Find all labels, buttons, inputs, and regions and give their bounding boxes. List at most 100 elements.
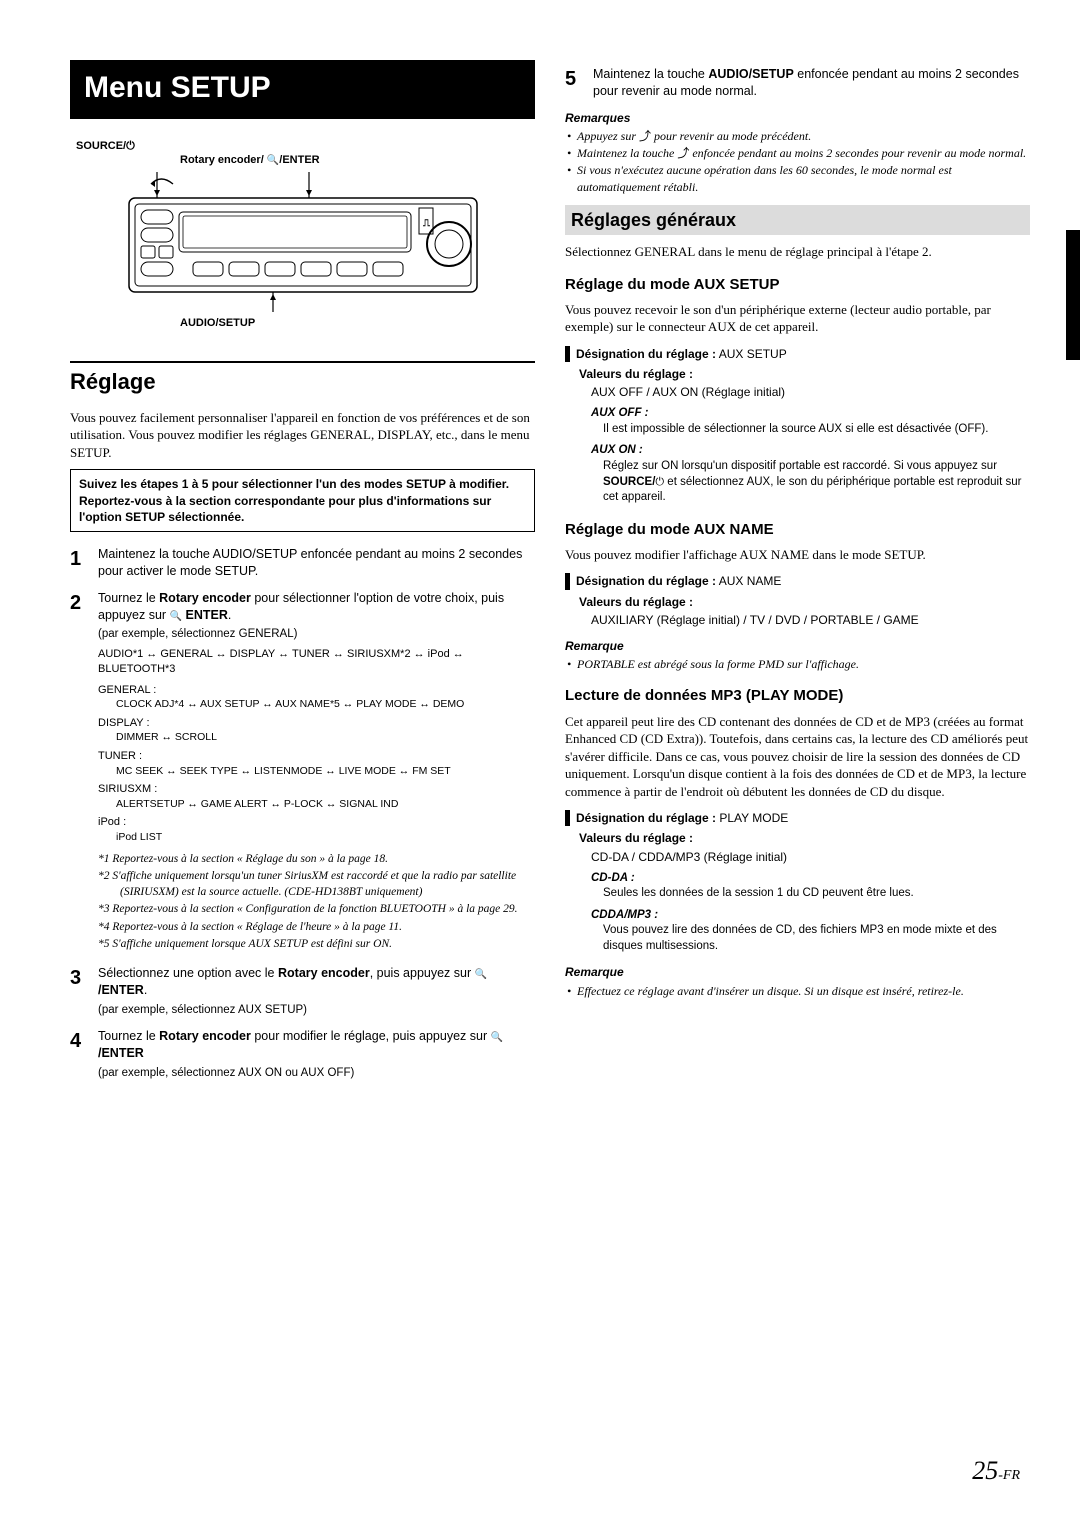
aux-on-desc-a: Réglez sur ON lorsqu'un dispositif porta…: [603, 460, 997, 472]
step-2-body: Tournez le Rotary encoder pour sélection…: [98, 590, 535, 955]
tree-tuner-sub: MC SEEK ↔ SEEK TYPE ↔ LISTENMODE ↔ LIVE …: [116, 764, 535, 778]
designation-label: Désignation du réglage :: [576, 347, 716, 361]
aux-on-label: AUX ON :: [591, 443, 1030, 459]
aux-on-block: AUX ON : Réglez sur ON lorsqu'un disposi…: [591, 443, 1030, 505]
aux-on-desc: Réglez sur ON lorsqu'un dispositif porta…: [603, 459, 1030, 506]
step-5-audio-setup: AUDIO/SETUP: [708, 67, 793, 81]
designation-label: Désignation du réglage :: [576, 574, 716, 588]
page-columns: Menu SETUP SOURCE/ Rotary encoder/ /ENTE…: [70, 60, 1030, 1091]
label-enter: /ENTER: [279, 154, 319, 166]
step-3-text-a: Sélectionnez une option avec le: [98, 966, 278, 980]
remark-heading: Remarque: [565, 964, 1030, 980]
tree-siriusxm: SIRIUSXM :: [98, 782, 535, 797]
cd-da-block: CD-DA : Seules les données de la session…: [591, 871, 1030, 902]
tree-ipod-sub: iPod LIST: [116, 830, 535, 844]
device-diagram: SOURCE/ Rotary encoder/ /ENTER: [70, 133, 535, 342]
footnote-1: *1 Reportez-vous à la section « Réglage …: [98, 852, 535, 868]
step-2-text-a: Tournez le: [98, 591, 159, 605]
svg-text:⎍: ⎍: [422, 218, 431, 229]
play-mode-remark-list: Effectuez ce réglage avant d'insérer un …: [565, 983, 1030, 999]
page-number-value: 25: [972, 1456, 998, 1485]
reglage-intro: Vous pouvez facilement personnaliser l'a…: [70, 409, 535, 462]
cd-da-desc: Seules les données de la session 1 du CD…: [603, 886, 1030, 902]
aux-off-block: AUX OFF : Il est impossible de sélection…: [591, 406, 1030, 437]
step-4: 4 Tournez le Rotary encoder pour modifie…: [70, 1028, 535, 1081]
remark-2-a: Maintenez la touche: [577, 146, 677, 160]
cdda-mp3-label: CDDA/MP3 :: [591, 908, 1030, 924]
designation-value: AUX SETUP: [716, 347, 787, 361]
instruction-box: Suivez les étapes 1 à 5 pour sélectionne…: [70, 469, 535, 532]
remark-2: Maintenez la touche enfoncée pendant au …: [565, 145, 1030, 161]
aux-on-source: SOURCE/: [603, 476, 655, 488]
designation-value: PLAY MODE: [716, 811, 788, 825]
heading-aux-name: Réglage du mode AUX NAME: [565, 520, 1030, 540]
play-mode-remark: Effectuez ce réglage avant d'insérer un …: [565, 983, 1030, 999]
tree-tuner: TUNER :: [98, 749, 535, 764]
aux-setup-designation: Désignation du réglage : AUX SETUP: [565, 346, 1030, 362]
footnote-5: *5 S'affiche uniquement lorsque AUX SETU…: [98, 937, 535, 953]
step-2-rotary: Rotary encoder: [159, 591, 251, 605]
aux-name-remark: PORTABLE est abrégé sous la forme PMD su…: [565, 656, 1030, 672]
step-2: 2 Tournez le Rotary encoder pour sélecti…: [70, 590, 535, 955]
step-5-text-a: Maintenez la touche: [593, 67, 708, 81]
step-2-text-d: .: [228, 608, 231, 622]
label-audio-setup: AUDIO/SETUP: [180, 316, 535, 331]
remark-heading: Remarque: [565, 638, 1030, 654]
aux-name-values: AUXILIARY (Réglage initial) / TV / DVD /…: [591, 612, 1030, 628]
page-number: 25-FR: [972, 1453, 1020, 1488]
device-svg: ⎍: [123, 172, 483, 312]
aux-setup-values: AUX OFF / AUX ON (Réglage initial): [591, 384, 1030, 400]
step-3: 3 Sélectionnez une option avec le Rotary…: [70, 965, 535, 1018]
tree-siriusxm-sub: ALERTSETUP ↔ GAME ALERT ↔ P-LOCK ↔ SIGNA…: [116, 797, 535, 811]
step-2-enter: ENTER: [182, 608, 228, 622]
remarks-heading: Remarques: [565, 110, 1030, 126]
play-mode-values: CD-DA / CDDA/MP3 (Réglage initial): [591, 849, 1030, 865]
step-3-enter: /ENTER: [98, 983, 144, 997]
step-4-body: Tournez le Rotary encoder pour modifier …: [98, 1028, 535, 1081]
step-2-example: (par exemple, sélectionnez GENERAL): [98, 627, 535, 643]
step-1-number: 1: [70, 546, 88, 580]
step-1-body: Maintenez la touche AUDIO/SETUP enfoncée…: [98, 546, 535, 580]
remark-3: Si vous n'exécutez aucune opération dans…: [565, 162, 1030, 194]
cdda-mp3-desc: Vous pouvez lire des données de CD, des …: [603, 923, 1030, 954]
step-3-example: (par exemple, sélectionnez AUX SETUP): [98, 1003, 535, 1019]
remark-2-b: enfoncée pendant au moins 2 secondes pou…: [689, 146, 1026, 160]
step-4-number: 4: [70, 1028, 88, 1081]
aux-off-label: AUX OFF :: [591, 406, 1030, 422]
label-rotary: Rotary encoder/: [180, 154, 264, 166]
search-icon: [170, 608, 182, 622]
tree-ipod: iPod :: [98, 815, 535, 830]
return-icon: [639, 129, 651, 143]
remarks-list: Appuyez sur pour revenir au mode précéde…: [565, 128, 1030, 195]
step-4-enter: /ENTER: [98, 1046, 144, 1060]
step-3-number: 3: [70, 965, 88, 1018]
heading-aux-setup: Réglage du mode AUX SETUP: [565, 275, 1030, 295]
tree-general: GENERAL :: [98, 683, 535, 698]
tree-display: DISPLAY :: [98, 716, 535, 731]
tree-display-sub: DIMMER ↔ SCROLL: [116, 730, 535, 744]
designation-label: Désignation du réglage :: [576, 811, 716, 825]
step-4-text-c: pour modifier le réglage, puis appuyez s…: [251, 1029, 491, 1043]
aux-off-desc: Il est impossible de sélectionner la sou…: [603, 422, 1030, 438]
remark-1-b: pour revenir au mode précédent.: [651, 129, 811, 143]
tree-general-sub: CLOCK ADJ*4 ↔ AUX SETUP ↔ AUX NAME*5 ↔ P…: [116, 697, 535, 711]
step-5-number: 5: [565, 66, 583, 100]
power-icon: [655, 476, 664, 488]
menu-tree: AUDIO*1 ↔ GENERAL ↔ DISPLAY ↔ TUNER ↔ SI…: [98, 647, 535, 844]
step-3-text-c: , puis appuyez sur: [370, 966, 475, 980]
label-source: SOURCE/: [76, 140, 126, 152]
heading-reglages-generaux: Réglages généraux: [565, 205, 1030, 235]
footnote-2: *2 S'affiche uniquement lorsqu'un tuner …: [98, 869, 535, 900]
aux-on-desc-c: et sélectionnez AUX, le son du périphéri…: [603, 476, 1021, 504]
left-column: Menu SETUP SOURCE/ Rotary encoder/ /ENTE…: [70, 60, 535, 1091]
return-icon: [677, 146, 689, 160]
step-3-body: Sélectionnez une option avec le Rotary e…: [98, 965, 535, 1018]
values-label: Valeurs du réglage :: [579, 594, 1030, 610]
power-icon: [126, 140, 135, 152]
step-4-rotary: Rotary encoder: [159, 1029, 251, 1043]
play-mode-intro: Cet appareil peut lire des CD contenant …: [565, 713, 1030, 801]
values-label: Valeurs du réglage :: [579, 830, 1030, 846]
step-3-text-d: .: [144, 983, 147, 997]
step-4-text-a: Tournez le: [98, 1029, 159, 1043]
search-icon: [475, 966, 487, 980]
